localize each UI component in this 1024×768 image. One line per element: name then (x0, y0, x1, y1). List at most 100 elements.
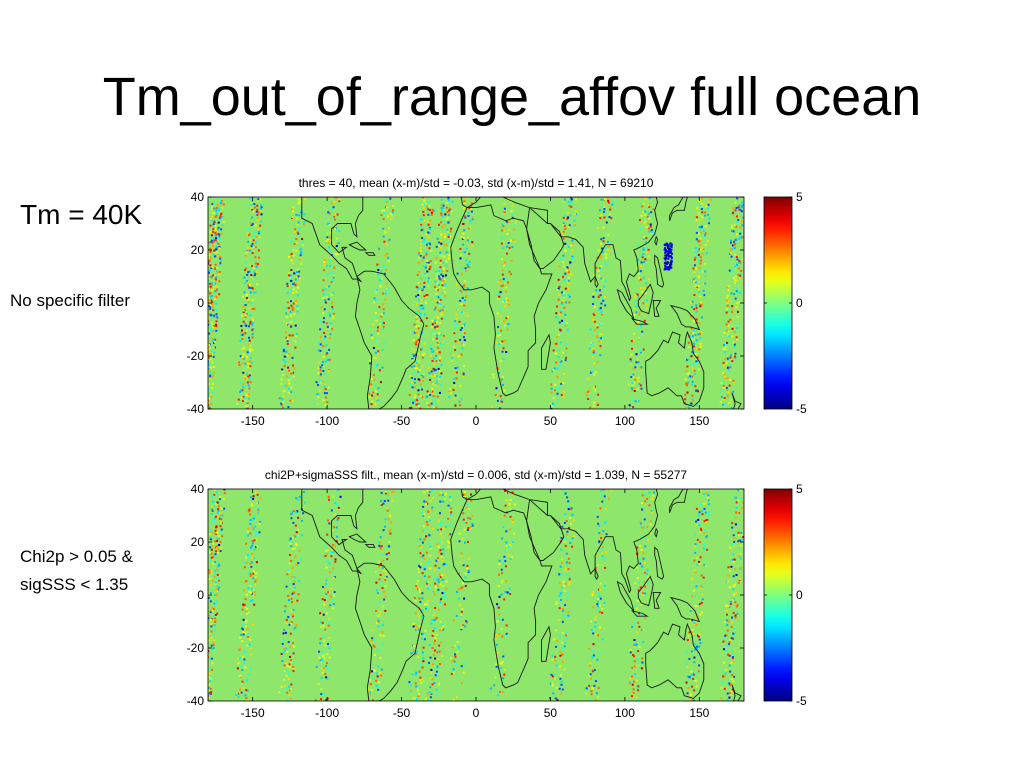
anomaly-cell (491, 405, 494, 408)
anomaly-cell (595, 335, 598, 338)
anomaly-cell (694, 545, 696, 548)
anomaly-cell (212, 346, 215, 349)
anomaly-cell (559, 565, 562, 568)
anomaly-cell (278, 397, 281, 400)
anomaly-cell (645, 240, 647, 243)
anomaly-cell (590, 693, 593, 696)
anomaly-cell (428, 264, 431, 267)
anomaly-cell (508, 246, 511, 249)
anomaly-cell (435, 245, 438, 248)
anomaly-cell (669, 251, 672, 254)
anomaly-cell (376, 397, 379, 400)
anomaly-cell (237, 398, 240, 401)
anomaly-cell (215, 329, 218, 332)
anomaly-cell (413, 354, 416, 357)
anomaly-cell (635, 361, 638, 364)
anomaly-cell (292, 665, 295, 668)
anomaly-cell (416, 580, 419, 583)
anomaly-cell (686, 391, 689, 394)
anomaly-cell (286, 691, 289, 694)
anomaly-cell (631, 695, 633, 698)
anomaly-cell (209, 677, 212, 680)
anomaly-cell (725, 311, 728, 314)
anomaly-cell (595, 324, 598, 327)
anomaly-cell (704, 511, 707, 514)
anomaly-cell (510, 210, 513, 213)
anomaly-cell (595, 289, 598, 292)
anomaly-cell (568, 578, 571, 581)
anomaly-cell (370, 377, 373, 380)
anomaly-cell (443, 595, 446, 598)
coastline-new-zealand (731, 684, 742, 701)
anomaly-cell (593, 306, 596, 309)
anomaly-cell (252, 495, 255, 498)
anomaly-cell (436, 665, 439, 668)
anomaly-cell (251, 200, 254, 203)
anomaly-cell (418, 253, 421, 256)
anomaly-cell (470, 220, 473, 223)
anomaly-cell (640, 667, 643, 670)
anomaly-cell (470, 207, 472, 210)
anomaly-cell (322, 321, 325, 323)
anomaly-cell (286, 375, 289, 378)
anomaly-cell (438, 608, 441, 611)
anomaly-cell (492, 376, 495, 379)
anomaly-cell (739, 274, 742, 277)
anomaly-cell (690, 402, 693, 405)
anomaly-cell (219, 262, 222, 265)
anomaly-cell (331, 305, 334, 308)
anomaly-cell (446, 201, 449, 204)
anomaly-cell (732, 656, 734, 658)
anomaly-cell (461, 291, 464, 294)
anomaly-cell (380, 315, 383, 318)
anomaly-cell (208, 241, 211, 244)
anomaly-cell (565, 343, 568, 345)
colorbar: 50-5 (763, 482, 807, 708)
anomaly-cell (640, 522, 642, 525)
anomaly-cell (448, 248, 451, 251)
y-tick-label: 40 (191, 190, 205, 204)
anomaly-cell (448, 541, 451, 544)
anomaly-cell (736, 221, 738, 224)
anomaly-cell (603, 521, 606, 524)
anomaly-cell (291, 566, 294, 569)
anomaly-cell (283, 390, 286, 393)
anomaly-cell (561, 620, 564, 623)
anomaly-cell (551, 684, 554, 687)
anomaly-cell (566, 564, 569, 567)
anomaly-cell (294, 524, 297, 527)
anomaly-cell (664, 264, 667, 267)
anomaly-cell (333, 526, 336, 529)
anomaly-cell (492, 373, 495, 376)
anomaly-cell (208, 339, 209, 342)
anomaly-cell (439, 298, 442, 301)
anomaly-cell (701, 211, 704, 214)
anomaly-cell (701, 270, 704, 273)
anomaly-cell (591, 318, 594, 321)
anomaly-cell (214, 255, 217, 258)
anomaly-cell (422, 654, 425, 657)
anomaly-cell (372, 374, 375, 377)
anomaly-cell (290, 279, 293, 282)
anomaly-cell (732, 560, 735, 563)
anomaly-cell (434, 582, 437, 585)
anomaly-cell (414, 597, 416, 599)
anomaly-cell (637, 580, 640, 583)
anomaly-cell (635, 311, 638, 314)
anomaly-cell (431, 319, 434, 322)
anomaly-cell (463, 304, 466, 307)
anomaly-cell (462, 250, 465, 253)
anomaly-cell (249, 380, 252, 383)
anomaly-cell (383, 341, 386, 344)
anomaly-cell (637, 361, 640, 364)
anomaly-cell (214, 338, 217, 341)
anomaly-cell (293, 645, 295, 648)
anomaly-cell (601, 537, 604, 540)
anomaly-cell (434, 577, 437, 580)
anomaly-cell (585, 692, 588, 695)
anomaly-cell (499, 314, 502, 317)
anomaly-cell (448, 534, 451, 536)
anomaly-cell (438, 378, 441, 380)
anomaly-cell (423, 295, 426, 298)
anomaly-cell (385, 283, 388, 286)
